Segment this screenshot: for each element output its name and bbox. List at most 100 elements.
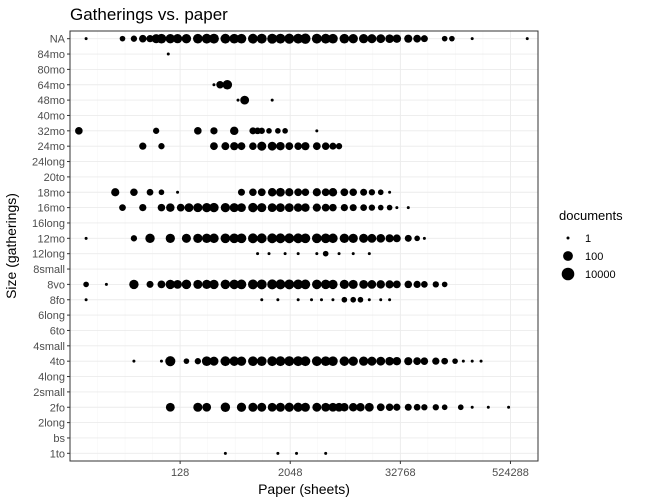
legend: documents 1 100 10000 (559, 208, 623, 281)
data-point (348, 33, 358, 44)
data-point (312, 402, 322, 412)
data-point (176, 203, 185, 212)
data-points (75, 33, 529, 455)
data-point (159, 359, 163, 363)
data-point (339, 279, 349, 290)
data-point (432, 357, 440, 365)
data-point (322, 250, 329, 257)
data-point (223, 451, 227, 455)
data-point (267, 356, 278, 367)
data-point (210, 142, 218, 151)
data-point (312, 279, 322, 290)
data-point (329, 203, 337, 212)
data-point (284, 203, 294, 213)
data-point (132, 359, 136, 363)
data-point (158, 189, 165, 196)
data-point (275, 33, 286, 44)
data-point (300, 233, 311, 244)
data-point (359, 356, 369, 366)
data-point (470, 37, 474, 41)
data-point (295, 451, 299, 455)
data-point (275, 402, 285, 412)
data-point (432, 281, 439, 288)
data-point (328, 233, 338, 244)
data-point (275, 128, 281, 134)
data-point (194, 127, 202, 135)
y-tick-label: 4small (33, 341, 65, 353)
data-point (237, 142, 246, 151)
data-point (208, 33, 219, 44)
data-point (236, 356, 247, 366)
data-point (256, 233, 267, 244)
data-point (300, 33, 311, 44)
data-point (267, 279, 278, 290)
data-point (376, 233, 386, 243)
data-point (367, 356, 377, 366)
y-tick-label: 8fo (50, 295, 65, 307)
data-point (293, 203, 303, 212)
data-point (392, 356, 402, 366)
data-point (129, 279, 139, 290)
data-point (461, 359, 465, 363)
data-point (209, 202, 219, 213)
data-point (267, 188, 277, 197)
data-point (385, 280, 394, 289)
data-point (130, 235, 138, 242)
data-point (267, 233, 278, 244)
y-tick-label: 1to (50, 448, 65, 460)
data-point (328, 33, 338, 44)
data-point (300, 279, 311, 290)
data-point (267, 33, 278, 44)
data-point (248, 356, 258, 366)
data-point (367, 252, 371, 256)
data-point (221, 142, 230, 151)
data-point (181, 33, 192, 44)
legend-label: 10000 (585, 269, 616, 281)
data-point (193, 33, 203, 44)
data-point (441, 357, 449, 365)
data-point (357, 296, 364, 303)
y-tick-label: 2small (33, 387, 65, 399)
data-point (165, 33, 176, 44)
data-point (350, 296, 357, 303)
data-point (359, 233, 369, 243)
legend-label: 100 (585, 251, 603, 263)
data-point (413, 403, 421, 411)
data-point (321, 402, 331, 412)
y-tick-label: 64mo (37, 80, 65, 92)
data-point (236, 33, 247, 44)
data-point (236, 233, 247, 244)
data-point (293, 233, 304, 244)
data-point (376, 403, 385, 412)
data-point (83, 281, 89, 288)
data-point (181, 279, 192, 290)
data-point (301, 142, 310, 151)
data-point (348, 403, 358, 412)
data-point (276, 298, 280, 302)
data-point (285, 142, 294, 151)
data-point (321, 188, 330, 197)
data-point (165, 402, 175, 412)
data-point (130, 188, 138, 197)
data-point (385, 403, 394, 412)
data-point (249, 142, 257, 150)
data-point (315, 252, 319, 256)
data-point (276, 203, 285, 213)
data-point (267, 402, 277, 412)
data-point (300, 402, 310, 412)
data-point (293, 402, 303, 412)
data-point (209, 356, 219, 366)
data-point (392, 280, 401, 289)
data-point (393, 403, 401, 411)
y-tick-label: 20to (44, 172, 65, 184)
data-point (275, 233, 286, 244)
data-point (260, 298, 264, 302)
data-point (328, 356, 338, 366)
data-point (256, 279, 267, 290)
data-point (367, 280, 377, 289)
data-point (276, 141, 285, 151)
data-point (301, 203, 310, 212)
data-point (220, 402, 231, 412)
data-point (256, 252, 260, 256)
data-point (267, 203, 277, 213)
